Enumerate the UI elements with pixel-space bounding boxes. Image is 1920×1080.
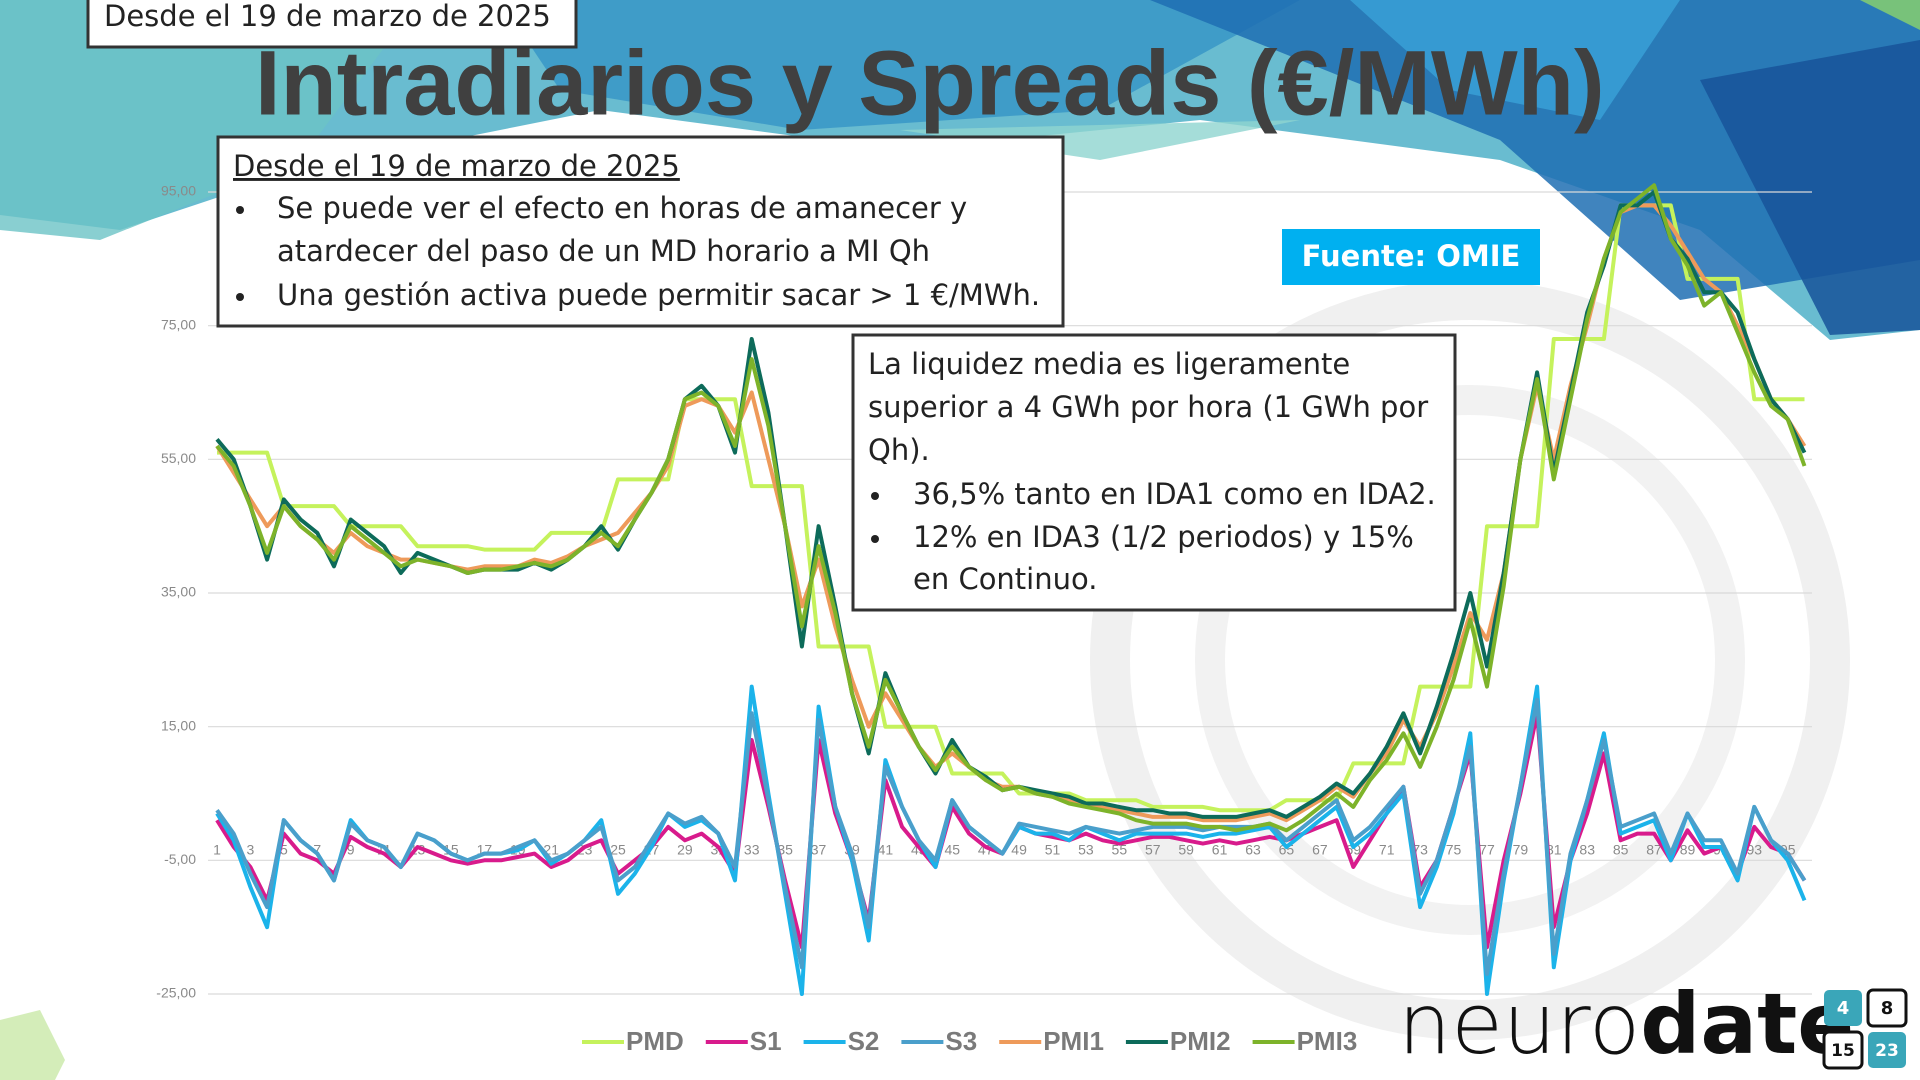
- logo-tile: [1868, 1032, 1906, 1068]
- note-line: La liquidez media es ligeramente: [868, 347, 1350, 381]
- source-text: Fuente: OMIE: [1302, 239, 1521, 273]
- logo: neurodate 4 8 15 23: [1398, 975, 1908, 1073]
- source-badge: [1282, 229, 1540, 285]
- x-tick-label: 59: [1178, 842, 1194, 858]
- y-tick-label: -5,00: [164, 851, 196, 867]
- logo-text: neurodate: [1398, 975, 1854, 1073]
- tag-box: [86, 0, 578, 49]
- note-line: superior a 4 GWh por hora (1 GWh por: [868, 390, 1428, 424]
- logo-tile-text: 23: [1875, 1041, 1899, 1061]
- legend-label: S2: [848, 1026, 880, 1056]
- x-tick-label: 57: [1145, 842, 1161, 858]
- x-tick-label: 25: [610, 842, 626, 858]
- x-tick-label: 51: [1045, 842, 1061, 858]
- x-tick-label: 3: [247, 842, 255, 858]
- x-tick-label: 67: [1312, 842, 1328, 858]
- x-tick-label: 29: [677, 842, 693, 858]
- x-tick-label: 83: [1579, 842, 1595, 858]
- x-tick-label: 5: [280, 842, 288, 858]
- y-tick-label: 35,00: [161, 584, 196, 600]
- x-tick-label: 33: [744, 842, 760, 858]
- x-tick-label: 45: [944, 842, 960, 858]
- x-tick-label: 61: [1212, 842, 1228, 858]
- x-tick-label: 87: [1646, 842, 1662, 858]
- x-tick-label: 37: [811, 842, 827, 858]
- x-tick-label: 85: [1613, 842, 1629, 858]
- x-tick-label: 71: [1379, 842, 1395, 858]
- x-tick-label: 89: [1680, 842, 1696, 858]
- y-tick-label: 15,00: [161, 717, 196, 733]
- x-tick-label: 49: [1011, 842, 1027, 858]
- series-line: [217, 203, 1805, 813]
- note-box: [851, 333, 1457, 612]
- series-lines: [215, 183, 1807, 996]
- note-line: en Continuo.: [913, 562, 1097, 596]
- bullet: [871, 535, 879, 543]
- x-tick-label: 79: [1513, 842, 1529, 858]
- logo-bold: date: [1640, 975, 1854, 1073]
- x-tick-label: 93: [1747, 842, 1763, 858]
- y-tick-label: -25,00: [156, 985, 196, 1001]
- logo-tile: [1822, 1030, 1864, 1070]
- series-line: [215, 697, 1807, 976]
- x-tick-label: 9: [347, 842, 355, 858]
- note-line: 12% en IDA3 (1/2 periodos) y 15%: [913, 520, 1414, 554]
- x-tick-label: 7: [313, 842, 321, 858]
- legend-label: PMI1: [1043, 1026, 1104, 1056]
- chart-title: Intradiarios y Spreads (€/MWh): [255, 32, 1605, 134]
- legend-label: S3: [945, 1026, 977, 1056]
- bullet: [236, 206, 244, 214]
- x-tick-label: 63: [1245, 842, 1261, 858]
- legend-label: PMD: [626, 1026, 684, 1056]
- note-heading: Desde el 19 de marzo de 2025: [233, 149, 680, 183]
- x-tick-label: 1: [213, 842, 221, 858]
- note-line: Una gestión activa puede permitir sacar …: [277, 278, 1040, 312]
- x-tick-label: 75: [1446, 842, 1462, 858]
- x-tick-label: 55: [1112, 842, 1128, 858]
- bullet: [871, 492, 879, 500]
- series-line: [215, 183, 1807, 833]
- note-line: Qh).: [868, 433, 930, 467]
- legend-label: PMI3: [1297, 1026, 1358, 1056]
- tag-text: Desde el 19 de marzo de 2025: [104, 0, 551, 33]
- note-line: 36,5% tanto en IDA1 como en IDA2.: [913, 477, 1436, 511]
- legend-label: S1: [750, 1026, 782, 1056]
- y-tick-label: 95,00: [161, 183, 196, 199]
- logo-light: neuro: [1398, 975, 1640, 1073]
- logo-tile-text: 4: [1837, 998, 1850, 1019]
- logo-tile: [1824, 990, 1862, 1026]
- note-line: Se puede ver el efecto en horas de amane…: [277, 191, 967, 225]
- note-box: [216, 135, 1065, 328]
- logo-tile: [1866, 988, 1908, 1028]
- legend-label: PMI2: [1170, 1026, 1231, 1056]
- x-tick-label: 41: [878, 842, 894, 858]
- x-tick-label: 35: [777, 842, 793, 858]
- bullet: [236, 293, 244, 301]
- legend: PMD S1 S2 S3 PMI1 PMI2 PMI3: [582, 1026, 1357, 1056]
- note-line: atardecer del paso de un MD horario a MI…: [277, 234, 930, 268]
- y-tick-label: 55,00: [161, 450, 196, 466]
- x-tick-label: 77: [1479, 842, 1495, 858]
- logo-tile-text: 8: [1881, 998, 1894, 1019]
- x-tick-label: 53: [1078, 842, 1094, 858]
- y-tick-label: 75,00: [161, 316, 196, 332]
- logo-tile-text: 15: [1831, 1041, 1855, 1061]
